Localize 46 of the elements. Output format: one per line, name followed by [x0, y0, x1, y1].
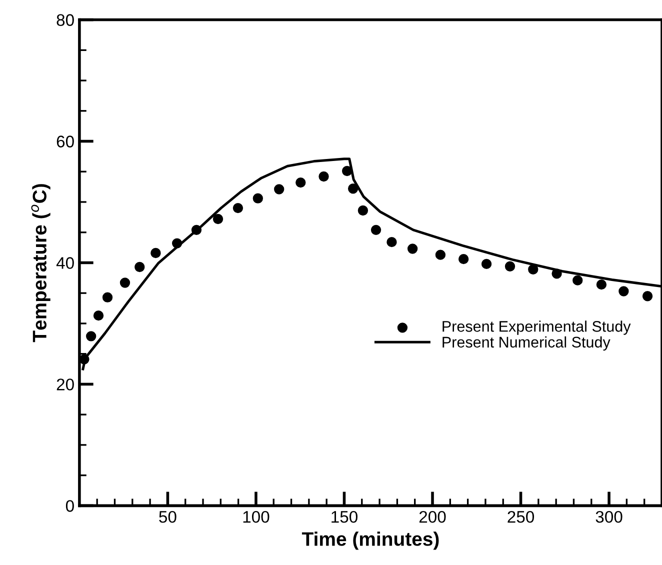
y-axis-title: Temperature ($^{o}$C)	[31, 184, 50, 342]
point	[252, 193, 263, 204]
point	[407, 244, 418, 254]
x-tick-label: 100	[243, 510, 270, 523]
x-tick-label: 200	[419, 510, 446, 523]
x-tick-label: 50	[159, 510, 176, 523]
point	[435, 250, 446, 260]
point	[274, 184, 284, 194]
point	[596, 280, 607, 290]
point	[458, 254, 469, 264]
point	[86, 331, 96, 342]
point	[191, 224, 202, 236]
point	[296, 177, 306, 188]
point	[370, 224, 382, 236]
point	[232, 202, 244, 214]
point	[348, 184, 358, 194]
point	[342, 166, 352, 176]
legend-label: Present Experimental Study	[442, 320, 631, 335]
point	[79, 354, 90, 364]
point	[120, 278, 130, 288]
x-tick-label: 150	[332, 510, 358, 523]
point	[102, 292, 113, 302]
point	[172, 238, 182, 248]
x-tick-label: 300	[596, 510, 622, 523]
point	[618, 286, 629, 296]
point	[642, 291, 653, 302]
y-tick-label: 40	[56, 257, 74, 269]
legend-label: Present Numerical Study	[442, 336, 610, 351]
point	[386, 236, 397, 248]
point	[528, 264, 538, 274]
point	[318, 171, 329, 182]
y-tick-label: 80	[56, 14, 74, 26]
x-tick-label: 250	[508, 510, 534, 523]
y-tick-label: 20	[56, 378, 74, 390]
point	[572, 275, 583, 286]
point	[134, 262, 145, 272]
y-tick-label: 60	[56, 136, 74, 148]
point	[150, 248, 161, 258]
point	[481, 258, 492, 270]
x-axis-title: Time (minutes)	[302, 532, 439, 550]
y-tick-label: 0	[66, 500, 74, 512]
point	[358, 205, 368, 216]
point	[504, 261, 516, 272]
point	[93, 310, 104, 321]
point	[552, 268, 562, 279]
point	[212, 214, 224, 224]
